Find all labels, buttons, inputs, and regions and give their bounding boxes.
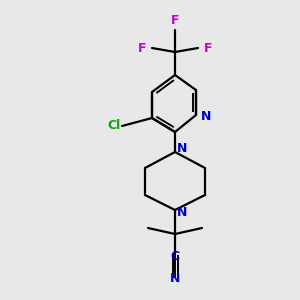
Text: F: F	[171, 14, 179, 28]
Text: N: N	[177, 142, 187, 155]
Text: N: N	[170, 272, 180, 286]
Text: F: F	[204, 43, 212, 56]
Text: F: F	[138, 43, 146, 56]
Text: C: C	[170, 250, 180, 262]
Text: Cl: Cl	[107, 119, 121, 133]
Text: N: N	[177, 206, 187, 220]
Text: N: N	[201, 110, 211, 122]
